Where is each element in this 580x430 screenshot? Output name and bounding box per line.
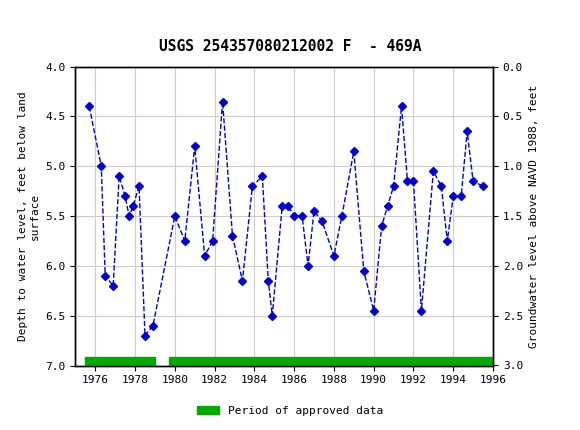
Bar [169, 356, 493, 366]
Text: ▒USGS: ▒USGS [12, 12, 66, 33]
Legend: Period of approved data: Period of approved data [193, 401, 387, 420]
Y-axis label: Depth to water level, feet below land
surface: Depth to water level, feet below land su… [19, 91, 40, 341]
Y-axis label: Groundwater level above NAVD 1988, feet: Groundwater level above NAVD 1988, feet [528, 84, 538, 348]
Text: USGS 254357080212002 F  - 469A: USGS 254357080212002 F - 469A [159, 39, 421, 54]
Bar [85, 356, 155, 366]
